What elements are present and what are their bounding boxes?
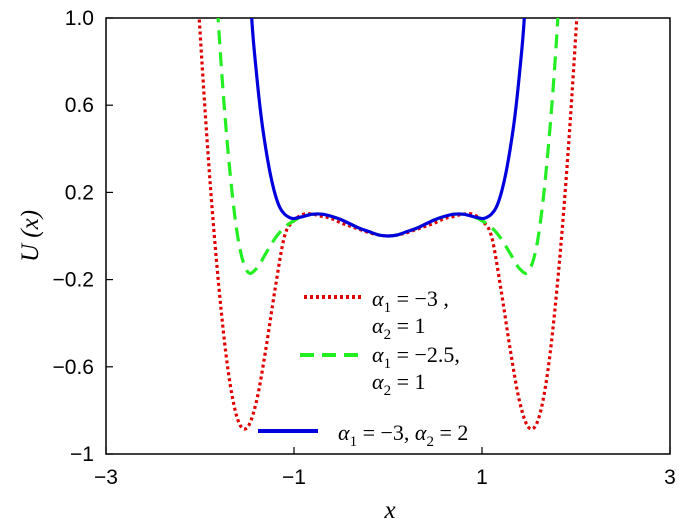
y-tick-label: 1.0 xyxy=(65,7,94,30)
series-blue-solid-line xyxy=(250,18,526,238)
legend-entry-1-line2: α2 = 1 xyxy=(372,369,425,399)
x-axis: −3 −1 1 3 xyxy=(94,447,676,489)
series-layer xyxy=(197,18,579,431)
series-green-dashed-line xyxy=(216,18,560,275)
series-red-dotted-line xyxy=(197,18,579,431)
y-axis: 1.0 0.6 0.2 −0.2 −0.6 −1 xyxy=(53,7,113,466)
legend-entry-0-line2: α2 = 1 xyxy=(372,313,425,343)
x-tick-label: 1 xyxy=(476,466,488,489)
legend-entry-0-line1: α1 = −3 , xyxy=(372,286,449,316)
legend-entry-2: α1 = −3, α2 = 2 xyxy=(338,420,468,450)
x-tick-label: −1 xyxy=(282,466,306,489)
y-tick-label: 0.2 xyxy=(65,181,94,204)
plot-frame xyxy=(105,17,671,455)
legend-entry-1-line1: α1 = −2.5, xyxy=(372,342,460,372)
y-tick-label: −0.6 xyxy=(53,356,94,379)
y-tick-label: −1 xyxy=(70,443,94,466)
legend: α1 = −3 , α2 = 1 α1 = −2.5, α2 = 1 α1 = … xyxy=(258,286,468,450)
x-axis-label: x xyxy=(383,497,395,524)
x-tick-label: −3 xyxy=(94,466,118,489)
y-axis-label: U (x) xyxy=(17,210,44,262)
x-tick-label: 3 xyxy=(664,466,676,489)
y-tick-label: 0.6 xyxy=(65,94,94,117)
y-tick-label: −0.2 xyxy=(53,269,94,292)
